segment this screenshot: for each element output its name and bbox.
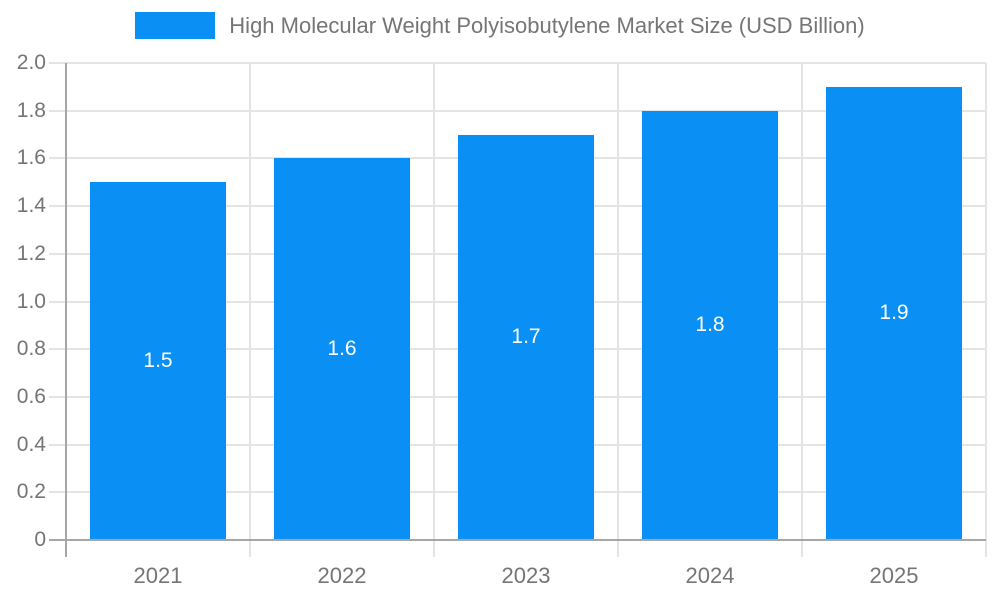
bar-value-label: 1.9 (879, 301, 909, 325)
y-axis-tick (49, 539, 66, 541)
gridline-vertical (433, 63, 435, 557)
y-axis-label: 0.6 (16, 384, 46, 408)
bar-2023[interactable] (458, 134, 594, 540)
y-axis-tick (49, 491, 66, 494)
gridline-vertical (985, 63, 987, 557)
bar-2025[interactable] (826, 86, 962, 540)
x-axis-label: 2022 (317, 563, 367, 588)
y-axis-label: 0 (34, 528, 46, 551)
y-axis-tick (49, 205, 66, 208)
y-axis-label: 1.8 (16, 98, 46, 122)
y-axis-tick (49, 300, 66, 303)
gridline-vertical (617, 63, 619, 557)
y-axis-label: 1.4 (16, 194, 46, 218)
x-axis-label: 2024 (685, 563, 735, 588)
gridline-horizontal (66, 109, 986, 112)
legend-label[interactable]: High Molecular Weight Polyisobutylene Ma… (229, 12, 865, 38)
bar-2022[interactable] (274, 158, 410, 540)
y-axis-label: 0.2 (16, 480, 46, 504)
bar-value-label: 1.5 (143, 349, 173, 373)
legend-swatch[interactable] (135, 12, 216, 39)
y-axis-tick (49, 443, 66, 446)
x-axis-label: 2025 (869, 563, 919, 588)
y-axis-line (65, 63, 67, 557)
y-axis-label: 1.2 (16, 241, 46, 265)
x-axis-label: 2021 (133, 563, 183, 588)
y-axis-tick (49, 62, 66, 64)
y-axis-label: 1.6 (16, 146, 46, 170)
x-axis-line (66, 539, 986, 541)
bar-value-label: 1.8 (695, 313, 725, 337)
y-axis-tick (49, 252, 66, 255)
gridline-vertical (801, 63, 803, 557)
bar-value-label: 1.6 (327, 337, 357, 361)
gridline-vertical (249, 63, 251, 557)
y-axis-tick (49, 395, 66, 398)
bar-2024[interactable] (642, 110, 778, 540)
y-axis-tick (49, 157, 66, 160)
y-axis-label: 0.8 (16, 337, 46, 361)
bar-2021[interactable] (90, 182, 226, 540)
gridline-horizontal (66, 62, 986, 64)
legend: High Molecular Weight Polyisobutylene Ma… (0, 12, 1000, 39)
y-axis-label: 0.4 (16, 432, 46, 456)
x-axis-label: 2023 (501, 563, 551, 588)
y-axis-label: 2.0 (16, 51, 46, 74)
bar-value-label: 1.7 (511, 325, 541, 349)
y-axis-tick (49, 348, 66, 351)
y-axis-tick (49, 109, 66, 112)
y-axis-label: 1.0 (16, 289, 46, 313)
